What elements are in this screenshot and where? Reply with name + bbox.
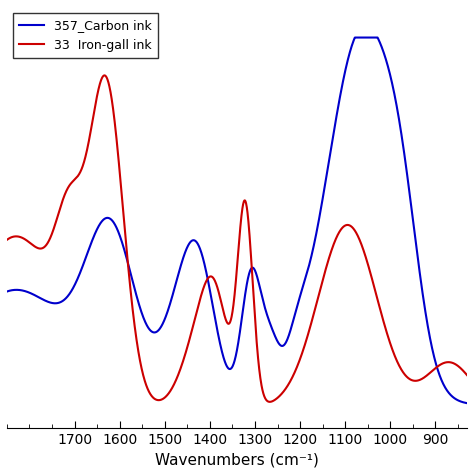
33  Iron-gall ink [451,361,457,366]
357_Carbon ink [228,366,234,372]
33  Iron-gall ink [464,372,470,378]
33  Iron-gall ink [102,73,108,78]
33  Iron-gall ink [267,399,273,405]
357_Carbon ink [352,35,358,40]
Line: 357_Carbon ink: 357_Carbon ink [7,37,467,403]
Line: 33  Iron-gall ink: 33 Iron-gall ink [7,75,467,402]
357_Carbon ink [451,395,457,401]
357_Carbon ink [451,395,456,401]
357_Carbon ink [216,333,221,339]
357_Carbon ink [366,35,372,40]
33  Iron-gall ink [451,361,457,366]
33  Iron-gall ink [27,240,33,246]
X-axis label: Wavenumbers (cm⁻¹): Wavenumbers (cm⁻¹) [155,452,319,467]
33  Iron-gall ink [216,289,221,295]
33  Iron-gall ink [367,268,373,273]
357_Carbon ink [4,289,10,294]
357_Carbon ink [464,401,470,406]
33  Iron-gall ink [228,317,234,322]
Legend: 357_Carbon ink, 33  Iron-gall ink: 357_Carbon ink, 33 Iron-gall ink [13,13,158,58]
357_Carbon ink [27,290,33,296]
33  Iron-gall ink [4,237,10,243]
